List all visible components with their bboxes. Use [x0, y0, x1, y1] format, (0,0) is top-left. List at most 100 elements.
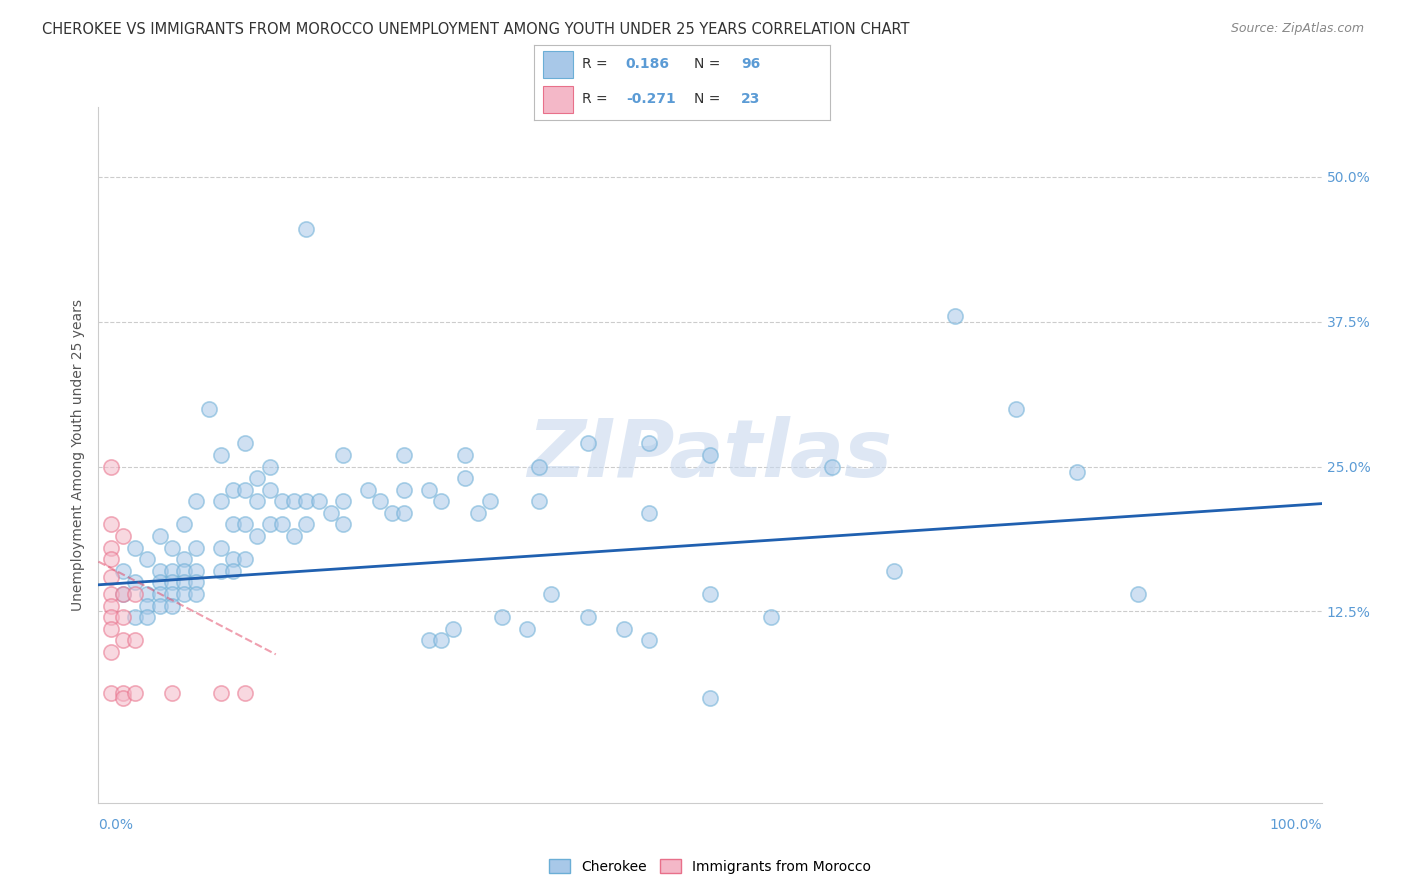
Point — [100, 541, 122, 555]
Point — [160, 564, 183, 578]
Point — [100, 685, 122, 699]
Point — [124, 575, 146, 590]
Point — [308, 494, 330, 508]
Point — [100, 622, 122, 636]
Point — [527, 459, 550, 474]
Point — [186, 587, 208, 601]
Point — [233, 552, 256, 566]
Text: 100.0%: 100.0% — [1270, 818, 1322, 832]
Point — [1004, 401, 1026, 416]
Text: 0.0%: 0.0% — [98, 818, 134, 832]
Point — [186, 494, 208, 508]
Point — [1128, 587, 1150, 601]
Point — [222, 564, 245, 578]
Point — [111, 691, 134, 706]
Text: N =: N = — [693, 92, 724, 106]
Point — [454, 448, 477, 462]
Point — [430, 633, 453, 648]
Point — [173, 552, 195, 566]
Point — [883, 564, 905, 578]
Point — [540, 587, 562, 601]
Point — [259, 483, 281, 497]
Legend: Cherokee, Immigrants from Morocco: Cherokee, Immigrants from Morocco — [543, 854, 877, 880]
Point — [246, 471, 269, 485]
Point — [173, 517, 195, 532]
Point — [295, 494, 318, 508]
Point — [454, 471, 477, 485]
Y-axis label: Unemployment Among Youth under 25 years: Unemployment Among Youth under 25 years — [72, 299, 86, 611]
Point — [699, 587, 721, 601]
Point — [100, 517, 122, 532]
Point — [160, 685, 183, 699]
Point — [392, 506, 416, 520]
Point — [576, 436, 599, 450]
Point — [111, 685, 134, 699]
Point — [111, 633, 134, 648]
Point — [332, 517, 354, 532]
Point — [699, 691, 721, 706]
Point — [821, 459, 844, 474]
Point — [111, 587, 134, 601]
Point — [149, 599, 172, 613]
Point — [173, 587, 195, 601]
Point — [124, 685, 146, 699]
Point — [209, 685, 232, 699]
Text: R =: R = — [582, 57, 612, 71]
Point — [160, 599, 183, 613]
Point — [186, 564, 208, 578]
Point — [173, 564, 195, 578]
Point — [233, 685, 256, 699]
Point — [259, 517, 281, 532]
Text: -0.271: -0.271 — [626, 92, 675, 106]
Point — [233, 483, 256, 497]
Point — [136, 587, 159, 601]
Point — [699, 448, 721, 462]
Point — [124, 541, 146, 555]
Point — [332, 448, 354, 462]
Point — [943, 309, 966, 323]
Point — [124, 610, 146, 624]
Point — [233, 517, 256, 532]
Point — [149, 587, 172, 601]
Point — [246, 494, 269, 508]
Point — [761, 610, 783, 624]
Point — [638, 436, 661, 450]
Point — [491, 610, 513, 624]
Point — [527, 494, 550, 508]
Point — [638, 633, 661, 648]
Point — [515, 622, 537, 636]
Point — [136, 552, 159, 566]
Point — [222, 483, 245, 497]
Text: 0.186: 0.186 — [626, 57, 669, 71]
Point — [197, 401, 219, 416]
Point — [478, 494, 501, 508]
Point — [356, 483, 378, 497]
Point — [100, 570, 122, 584]
Point — [467, 506, 489, 520]
Point — [259, 459, 281, 474]
Point — [160, 541, 183, 555]
Point — [111, 587, 134, 601]
Point — [222, 552, 245, 566]
Text: N =: N = — [693, 57, 724, 71]
Text: ZIPatlas: ZIPatlas — [527, 416, 893, 494]
Point — [186, 541, 208, 555]
Point — [392, 483, 416, 497]
Point — [100, 599, 122, 613]
Point — [173, 575, 195, 590]
Point — [418, 483, 440, 497]
Point — [160, 587, 183, 601]
Point — [186, 575, 208, 590]
Point — [111, 529, 134, 543]
Point — [381, 506, 404, 520]
Text: R =: R = — [582, 92, 612, 106]
Point — [136, 599, 159, 613]
Point — [100, 610, 122, 624]
Text: CHEROKEE VS IMMIGRANTS FROM MOROCCO UNEMPLOYMENT AMONG YOUTH UNDER 25 YEARS CORR: CHEROKEE VS IMMIGRANTS FROM MOROCCO UNEM… — [42, 22, 910, 37]
Text: 23: 23 — [741, 92, 761, 106]
Point — [100, 552, 122, 566]
Point — [368, 494, 391, 508]
Point — [295, 222, 318, 236]
Point — [111, 564, 134, 578]
Point — [576, 610, 599, 624]
